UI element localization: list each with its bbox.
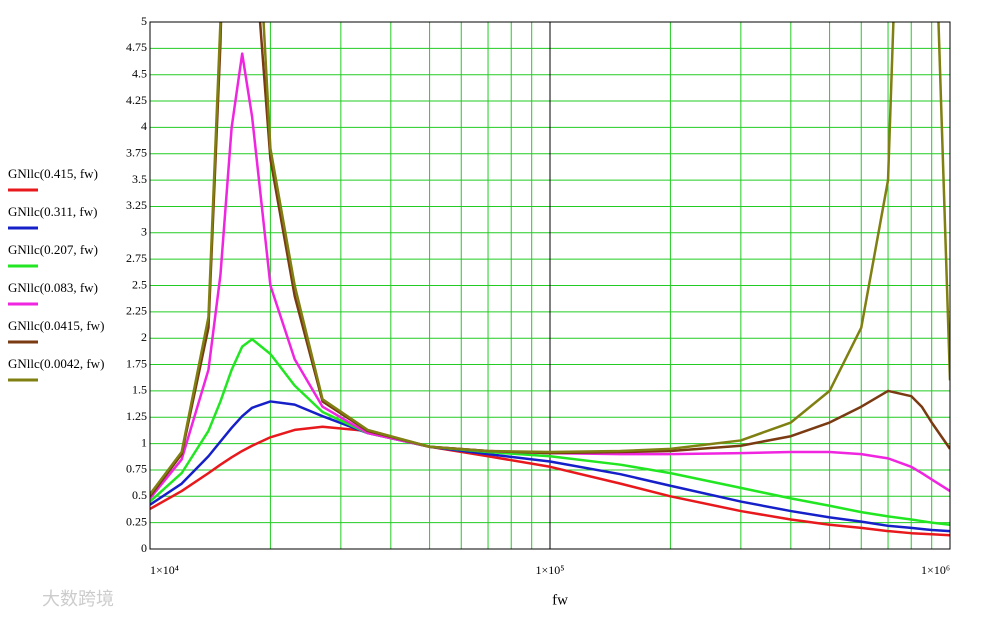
series-line — [150, 22, 950, 495]
y-tick-label: 4.25 — [126, 93, 147, 107]
y-tick-label: 4.75 — [126, 40, 147, 54]
grid — [149, 21, 951, 550]
y-tick-label: 0.5 — [132, 488, 147, 502]
x-axis-label: fw — [552, 592, 568, 608]
y-tick-label: 1 — [141, 435, 147, 449]
lines — [150, 22, 950, 537]
y-tick-label: 1.75 — [126, 356, 147, 370]
y-tick-label: 3 — [141, 225, 147, 239]
y-tick-label: 0 — [141, 541, 147, 555]
y-tick-label: 3.5 — [132, 172, 147, 186]
legend-label: GNllc(0.207, fw) — [8, 242, 98, 257]
legend-label: GNllc(0.0042, fw) — [8, 356, 104, 371]
y-tick-label: 0.25 — [126, 514, 147, 528]
legend-label: GNllc(0.415, fw) — [8, 166, 98, 181]
y-tick-label: 2 — [141, 330, 147, 344]
series-line — [150, 425, 950, 537]
y-tick-label: 1.25 — [126, 409, 147, 423]
y-tick-label: 1.5 — [132, 383, 147, 397]
y-tick-label: 4.5 — [132, 66, 147, 80]
legend-label: GNllc(0.083, fw) — [8, 280, 98, 295]
y-tick-label: 4 — [141, 119, 147, 133]
y-tick-label: 2.25 — [126, 304, 147, 318]
legend-label: GNllc(0.0415, fw) — [8, 318, 104, 333]
y-tick-label: 2.5 — [132, 277, 147, 291]
watermark: 大数跨境 — [42, 589, 114, 610]
y-tick-label: 3.75 — [126, 146, 147, 160]
plot-frame — [149, 21, 951, 550]
series-line — [150, 400, 950, 533]
x-tick-label: 1×10⁵ — [536, 563, 565, 577]
x-tick-label: 1×10⁶ — [921, 563, 950, 577]
y-tick-label: 5 — [141, 14, 147, 28]
y-tick-label: 0.75 — [126, 462, 147, 476]
legend-label: GNllc(0.311, fw) — [8, 204, 97, 219]
y-tick-label: 2.75 — [126, 251, 147, 265]
x-tick-label: 1×10⁴ — [150, 563, 179, 577]
y-tick-label: 3.25 — [126, 198, 147, 212]
labels: 0 0.25 0.5 0.75 1 1.25 1.5 1.75 2 2.25 2.5 2.75 3 3.2… — [8, 14, 950, 577]
